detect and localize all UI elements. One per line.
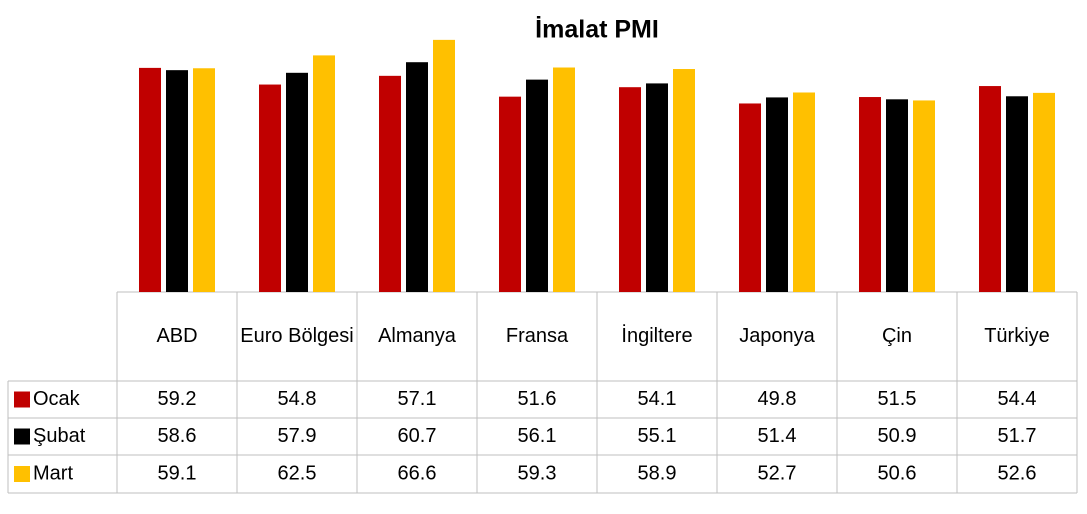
table-value: 57.1: [398, 388, 437, 410]
x-tick-label-box: Almanya: [378, 325, 456, 347]
x-tick-label-box: İngiltere: [621, 325, 693, 347]
bar: [499, 96, 521, 293]
x-tick-label: ABD: [156, 325, 198, 347]
table-value: 59.1: [158, 462, 197, 484]
table-value: 59.3: [518, 462, 557, 484]
bar: [979, 86, 1001, 292]
x-tick-label: Türkiye: [984, 325, 1050, 347]
table-value: 54.8: [278, 388, 317, 410]
x-tick-label: Çin: [881, 325, 912, 347]
legend-swatch: [14, 428, 30, 445]
bar: [259, 84, 281, 293]
x-tick-label-box: ABD: [156, 325, 198, 347]
bar: [139, 67, 161, 292]
x-tick-label: İngiltere: [621, 325, 693, 347]
table-value: 50.6: [878, 462, 917, 484]
legend-swatch: [14, 391, 30, 408]
table-value: 51.4: [758, 425, 797, 447]
bar: [886, 99, 908, 292]
x-tick-label: Japonya: [739, 325, 815, 347]
table-value: 51.5: [878, 388, 917, 410]
x-tick-label-box: Çin: [881, 325, 912, 347]
bar: [1006, 96, 1028, 293]
bar: [913, 100, 935, 292]
table-value: 59.2: [158, 388, 197, 410]
table-value: 60.7: [398, 425, 437, 447]
table-value: 52.6: [998, 462, 1037, 484]
x-tick-label-box: Euro Bölgesi: [240, 325, 354, 347]
x-tick-label: Fransa: [505, 325, 569, 347]
table-value: 54.4: [998, 388, 1037, 410]
bar: [313, 55, 335, 293]
legend-label: Mart: [33, 462, 73, 484]
table-value: 50.9: [878, 425, 917, 447]
x-tick-label-box: Türkiye: [984, 325, 1050, 347]
legend-label: Ocak: [33, 388, 81, 410]
table-value: 54.1: [638, 388, 677, 410]
table-value: 51.7: [998, 425, 1037, 447]
bar: [646, 83, 668, 293]
table-value: 58.6: [158, 425, 197, 447]
bar: [406, 62, 428, 293]
bar: [859, 97, 881, 293]
table-value: 52.7: [758, 462, 797, 484]
bar: [1033, 92, 1055, 292]
x-tick-label: Euro Bölgesi: [240, 325, 354, 347]
bar: [379, 75, 401, 292]
bar: [193, 68, 215, 292]
table-value: 51.6: [518, 388, 557, 410]
bar: [433, 39, 455, 292]
bar: [526, 79, 548, 292]
bar: [286, 72, 308, 292]
bar: [619, 87, 641, 292]
legend-label: Şubat: [33, 425, 86, 447]
bar: [166, 70, 188, 293]
x-tick-label-box: Fransa: [505, 325, 569, 347]
bar: [739, 103, 761, 292]
bar: [673, 69, 695, 293]
bar: [793, 92, 815, 292]
table-value: 55.1: [638, 425, 677, 447]
table-value: 49.8: [758, 388, 797, 410]
bar: [553, 67, 575, 292]
x-tick-label-box: Japonya: [739, 325, 815, 347]
x-tick-label: Almanya: [378, 325, 456, 347]
table-value: 66.6: [398, 462, 437, 484]
chart-title: İmalat PMI: [535, 16, 659, 44]
table-value: 56.1: [518, 425, 557, 447]
table-value: 58.9: [638, 462, 677, 484]
table-value: 57.9: [278, 425, 317, 447]
legend-swatch: [14, 466, 30, 482]
bar: [766, 97, 788, 293]
table-value: 62.5: [278, 462, 317, 484]
